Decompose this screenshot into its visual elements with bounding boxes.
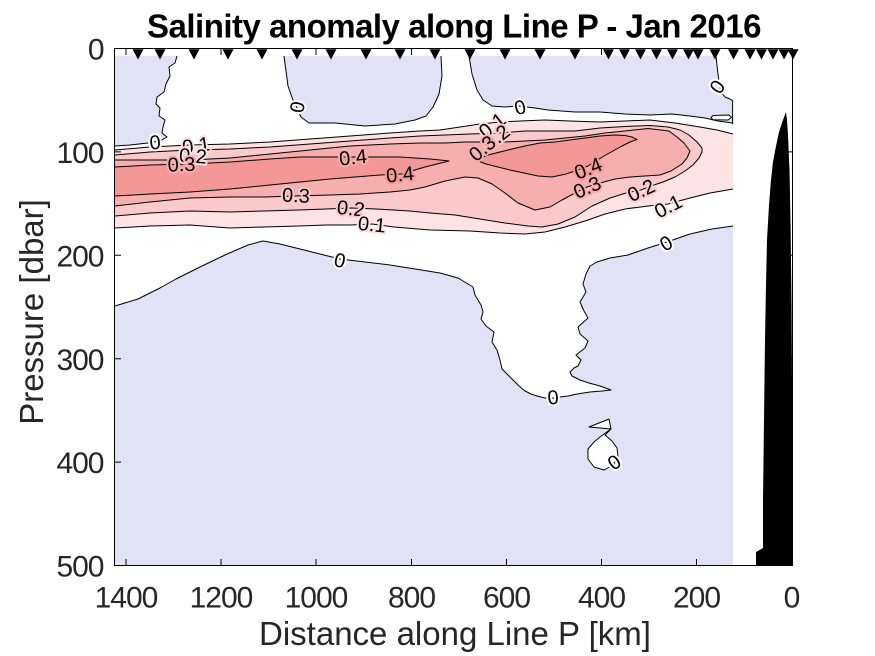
- svg-text:0.2: 0.2: [178, 145, 207, 169]
- svg-text:Distance along Line P [km]: Distance along Line P [km]: [259, 615, 651, 652]
- svg-text:0: 0: [547, 387, 560, 410]
- svg-text:0.4: 0.4: [338, 146, 368, 171]
- svg-text:600: 600: [483, 582, 530, 615]
- svg-text:500: 500: [56, 551, 103, 584]
- svg-text:0: 0: [149, 132, 162, 155]
- svg-text:200: 200: [56, 240, 103, 273]
- svg-text:300: 300: [56, 344, 103, 377]
- svg-text:0.3: 0.3: [281, 184, 310, 207]
- svg-text:Pressure [dbar]: Pressure [dbar]: [13, 199, 50, 425]
- svg-text:400: 400: [56, 447, 103, 480]
- svg-text:0: 0: [784, 582, 800, 615]
- svg-text:Salinity anomaly along Line P: Salinity anomaly along Line P - Jan 2016: [147, 8, 761, 45]
- svg-text:200: 200: [673, 582, 720, 615]
- svg-text:0.3: 0.3: [167, 154, 196, 177]
- svg-text:1200: 1200: [190, 582, 253, 615]
- svg-text:800: 800: [388, 582, 435, 615]
- svg-text:100: 100: [56, 137, 103, 170]
- svg-text:0.4: 0.4: [385, 163, 415, 188]
- svg-text:400: 400: [578, 582, 625, 615]
- svg-text:1400: 1400: [95, 582, 158, 615]
- svg-text:0.2: 0.2: [336, 197, 366, 222]
- svg-text:0.1: 0.1: [357, 213, 387, 238]
- svg-text:1000: 1000: [285, 582, 348, 615]
- svg-text:0: 0: [88, 34, 104, 67]
